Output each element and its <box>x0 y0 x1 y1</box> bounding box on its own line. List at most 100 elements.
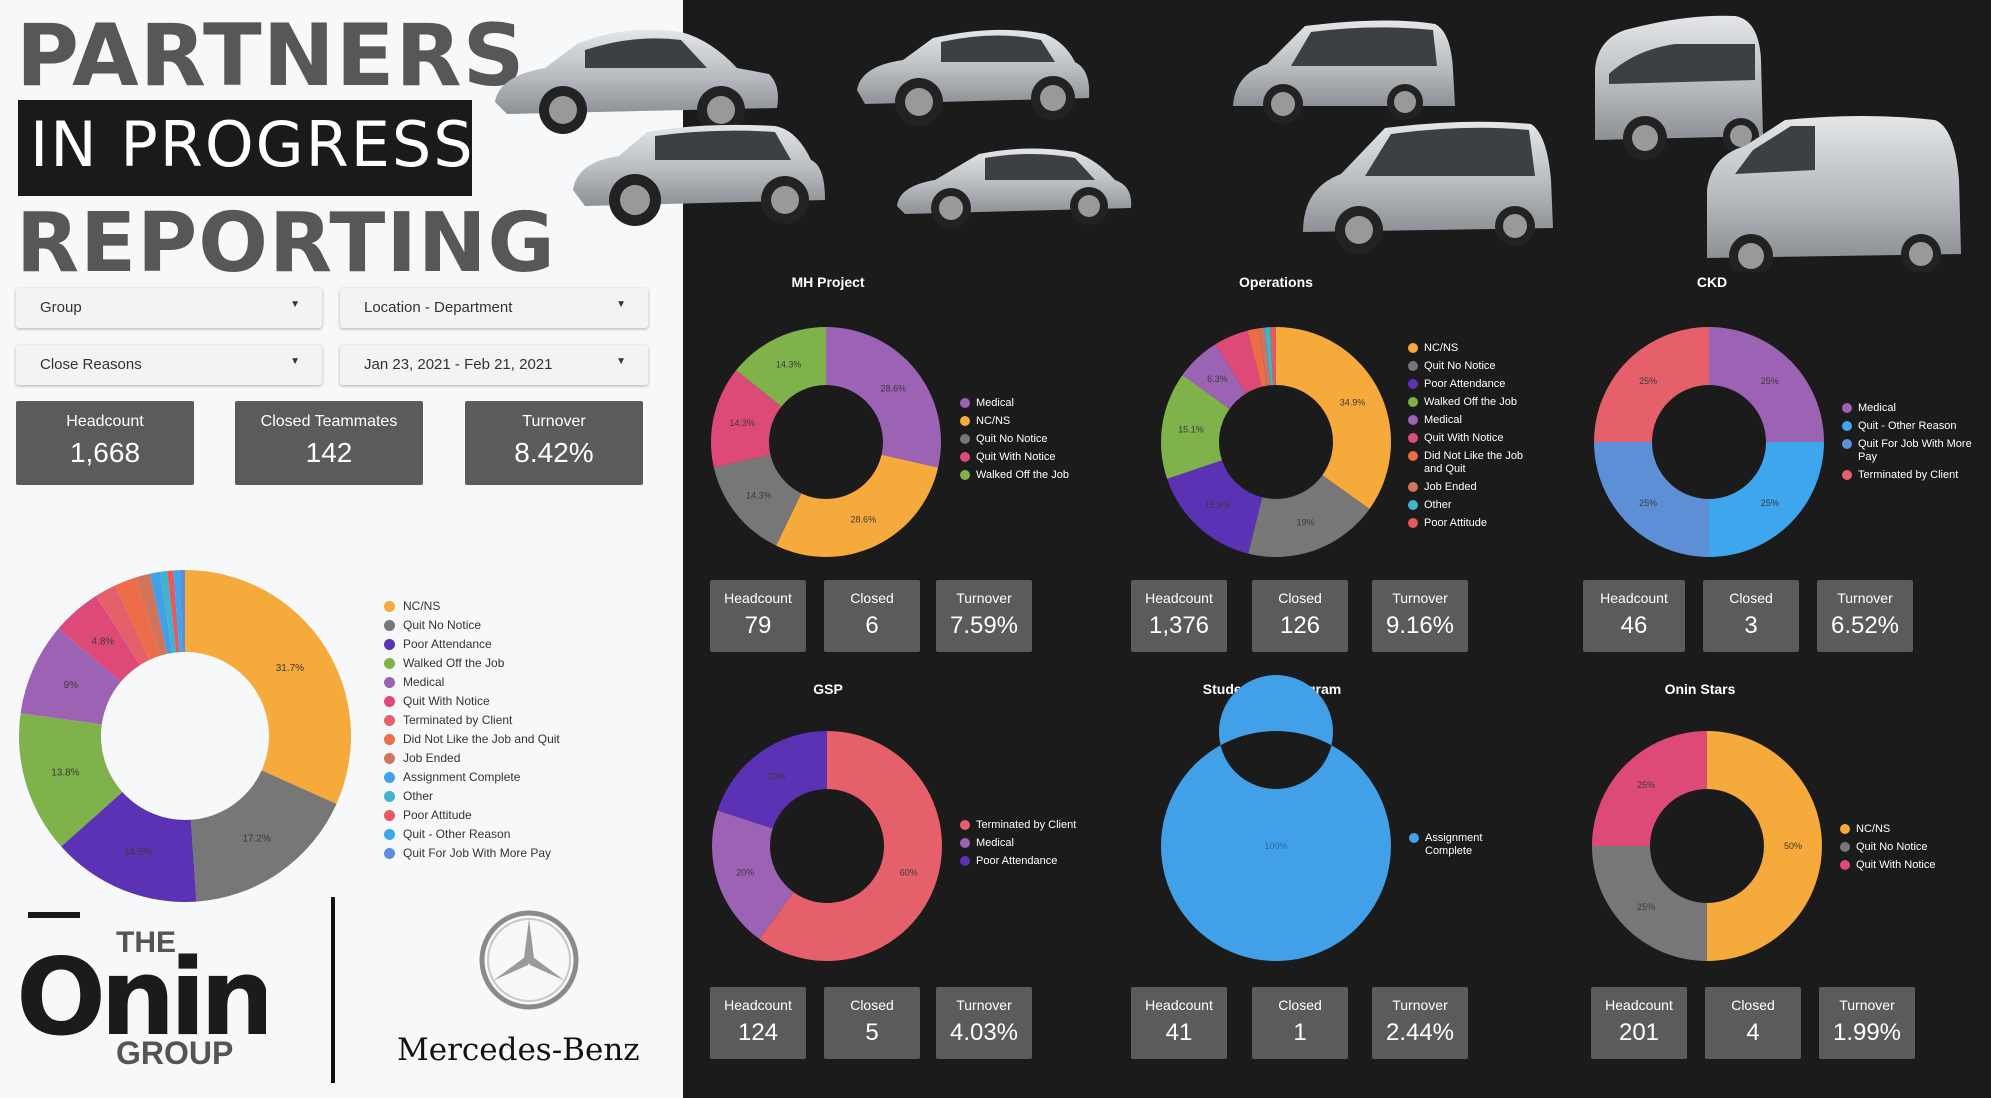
legend-item-quit-with-notice[interactable]: Quit With Notice <box>960 451 1110 464</box>
slice-poor-attitude[interactable] <box>167 570 180 653</box>
location-filter[interactable]: Location - Department ▼ <box>340 288 648 328</box>
slice-walked-off-the-job[interactable] <box>736 327 826 407</box>
slice-quit-for-job-with-more-pay[interactable] <box>179 570 185 653</box>
legend-item-poor-attendance[interactable]: Poor Attendance <box>960 855 1110 868</box>
slice-assignment-complete[interactable] <box>1160 675 1391 961</box>
close-reasons-filter[interactable]: Close Reasons ▼ <box>16 345 322 385</box>
legend-item-quit-no-notice[interactable]: Quit No Notice <box>384 619 584 632</box>
legend-item-walked-off-the-job[interactable]: Walked Off the Job <box>384 657 584 670</box>
slice-quit-other-reason[interactable] <box>1709 442 1824 557</box>
date-range-filter[interactable]: Jan 23, 2021 - Feb 21, 2021 ▼ <box>340 345 648 385</box>
kpi-label: Turnover <box>1839 997 1895 1013</box>
legend-item-terminated-by-client[interactable]: Terminated by Client <box>960 819 1110 832</box>
legend-item-nc-ns[interactable]: NC/NS <box>1408 342 1543 355</box>
date-range-label: Jan 23, 2021 - Feb 21, 2021 <box>364 356 553 373</box>
slice-quit-with-notice[interactable] <box>711 370 782 468</box>
legend-item-assignment-complete[interactable]: Assignment Complete <box>384 771 584 784</box>
slice-quit-with-notice[interactable] <box>1215 330 1262 394</box>
slice-poor-attendance[interactable] <box>717 731 827 829</box>
slice-other[interactable] <box>1264 327 1274 386</box>
slice-assignment-complete[interactable] <box>149 571 173 654</box>
slice-quit-no-notice[interactable] <box>1592 846 1707 961</box>
legend-item-medical[interactable]: Medical <box>1842 402 1982 415</box>
slice-quit-no-notice[interactable] <box>713 454 802 546</box>
legend-item-medical[interactable]: Medical <box>1408 414 1543 427</box>
slice-medical[interactable] <box>826 327 941 468</box>
slice-quit-for-job-with-more-pay[interactable] <box>1594 442 1709 557</box>
slice-did-not-like-the-job-and-quit[interactable] <box>115 577 161 660</box>
slice-nc-ns[interactable] <box>776 454 939 557</box>
legend-item-terminated-by-client[interactable]: Terminated by Client <box>1842 469 1982 482</box>
legend-item-medical[interactable]: Medical <box>960 837 1110 850</box>
legend-item-other[interactable]: Other <box>384 790 584 803</box>
slice-quit-with-notice[interactable] <box>58 595 140 682</box>
legend-item-medical[interactable]: Medical <box>960 397 1110 410</box>
slice-terminated-by-client[interactable] <box>759 731 942 961</box>
legend-item-did-not-like-the-job-and-quit[interactable]: Did Not Like the Job and Quit <box>384 733 584 746</box>
slice-poor-attendance[interactable] <box>1167 460 1263 554</box>
legend-item-job-ended[interactable]: Job Ended <box>384 752 584 765</box>
legend-swatch <box>1408 361 1418 371</box>
legend-item-quit-no-notice[interactable]: Quit No Notice <box>1408 360 1543 373</box>
legend-item-quit-other-reason[interactable]: Quit - Other Reason <box>384 828 584 841</box>
legend-item-nc-ns[interactable]: NC/NS <box>960 415 1110 428</box>
legend-item-quit-no-notice[interactable]: Quit No Notice <box>960 433 1110 446</box>
legend-item-poor-attendance[interactable]: Poor Attendance <box>384 638 584 651</box>
slice-terminated-by-client[interactable] <box>96 585 150 666</box>
slice-job-ended[interactable] <box>135 573 168 656</box>
onin-headcount-card: Headcount 201 <box>1591 987 1687 1059</box>
slice-walked-off-the-job[interactable] <box>1161 374 1230 479</box>
legend-item-job-ended[interactable]: Job Ended <box>1408 481 1543 494</box>
slice-medical[interactable] <box>1182 344 1247 409</box>
legend-item-poor-attitude[interactable]: Poor Attitude <box>1408 517 1543 530</box>
slice-did-not-like-the-job-and-quit[interactable] <box>1247 328 1268 387</box>
slice-medical[interactable] <box>1709 327 1824 442</box>
legend-item-quit-with-notice[interactable]: Quit With Notice <box>384 695 584 708</box>
operations-donut-chart: 34.9% 19% 15.9% 15.1% 6.3% <box>1161 327 1391 557</box>
student-headcount-card: Headcount 41 <box>1131 987 1227 1059</box>
slice-nc-ns[interactable] <box>1276 327 1391 510</box>
slice-poor-attitude[interactable] <box>1270 327 1276 386</box>
legend-item-quit-with-notice[interactable]: Quit With Notice <box>1408 432 1543 445</box>
slice-other[interactable] <box>160 570 177 653</box>
legend-item-assignment-complete[interactable]: Assignment Complete <box>1409 832 1509 858</box>
legend-item-walked-off-the-job[interactable]: Walked Off the Job <box>960 469 1110 482</box>
slice-quit-with-notice[interactable] <box>1592 731 1707 846</box>
slice-medical[interactable] <box>20 628 121 725</box>
title-banner <box>18 100 472 196</box>
group-filter[interactable]: Group ▼ <box>16 288 322 328</box>
legend-label: Quit - Other Reason <box>1858 420 1957 432</box>
legend-swatch <box>1408 500 1418 510</box>
legend-item-quit-with-notice[interactable]: Quit With Notice <box>1840 859 1980 872</box>
legend-item-nc-ns[interactable]: NC/NS <box>1840 823 1980 836</box>
legend-item-medical[interactable]: Medical <box>384 676 584 689</box>
legend-label: Terminated by Client <box>976 819 1077 831</box>
slice-quit-no-notice[interactable] <box>1248 475 1370 557</box>
slice-quit-no-notice[interactable] <box>190 770 337 902</box>
slice-label: 50% <box>1784 841 1802 851</box>
slice-medical[interactable] <box>712 810 794 940</box>
slice-label: 19% <box>1297 518 1315 528</box>
legend-item-did-not-like-the-job-and-quit[interactable]: Did Not Like the Job and Quit <box>1408 450 1543 476</box>
legend-item-other[interactable]: Other <box>1408 499 1543 512</box>
slice-walked-off-the-job[interactable] <box>18 713 123 847</box>
legend-item-quit-no-notice[interactable]: Quit No Notice <box>1840 841 1980 854</box>
slice-nc-ns[interactable] <box>1707 731 1822 961</box>
legend-label: NC/NS <box>1424 342 1459 354</box>
legend-swatch <box>1842 421 1852 431</box>
legend-item-poor-attendance[interactable]: Poor Attendance <box>1408 378 1543 391</box>
legend-item-quit-for-job-with-more-pay[interactable]: Quit For Job With More Pay <box>384 847 584 860</box>
slice-nc-ns[interactable] <box>185 570 351 804</box>
slice-poor-attendance[interactable] <box>61 791 197 902</box>
legend-item-walked-off-the-job[interactable]: Walked Off the Job <box>1408 396 1543 409</box>
legend-item-terminated-by-client[interactable]: Terminated by Client <box>384 714 584 727</box>
legend-item-nc-ns[interactable]: NC/NS <box>384 600 584 613</box>
slice-quit-other-reason[interactable] <box>173 570 183 653</box>
slice-terminated-by-client[interactable] <box>1594 327 1709 442</box>
slice-label: 20% <box>736 868 754 878</box>
legend-item-quit-other-reason[interactable]: Quit - Other Reason <box>1842 420 1982 433</box>
legend-item-quit-for-job-with-more-pay[interactable]: Quit For Job With More Pay <box>1842 438 1982 464</box>
legend-item-poor-attitude[interactable]: Poor Attitude <box>384 809 584 822</box>
mh-project-donut-chart: 28.6% 28.6% 14.3% 14.3% 14.3% <box>711 327 941 557</box>
slice-job-ended[interactable] <box>1258 327 1271 386</box>
